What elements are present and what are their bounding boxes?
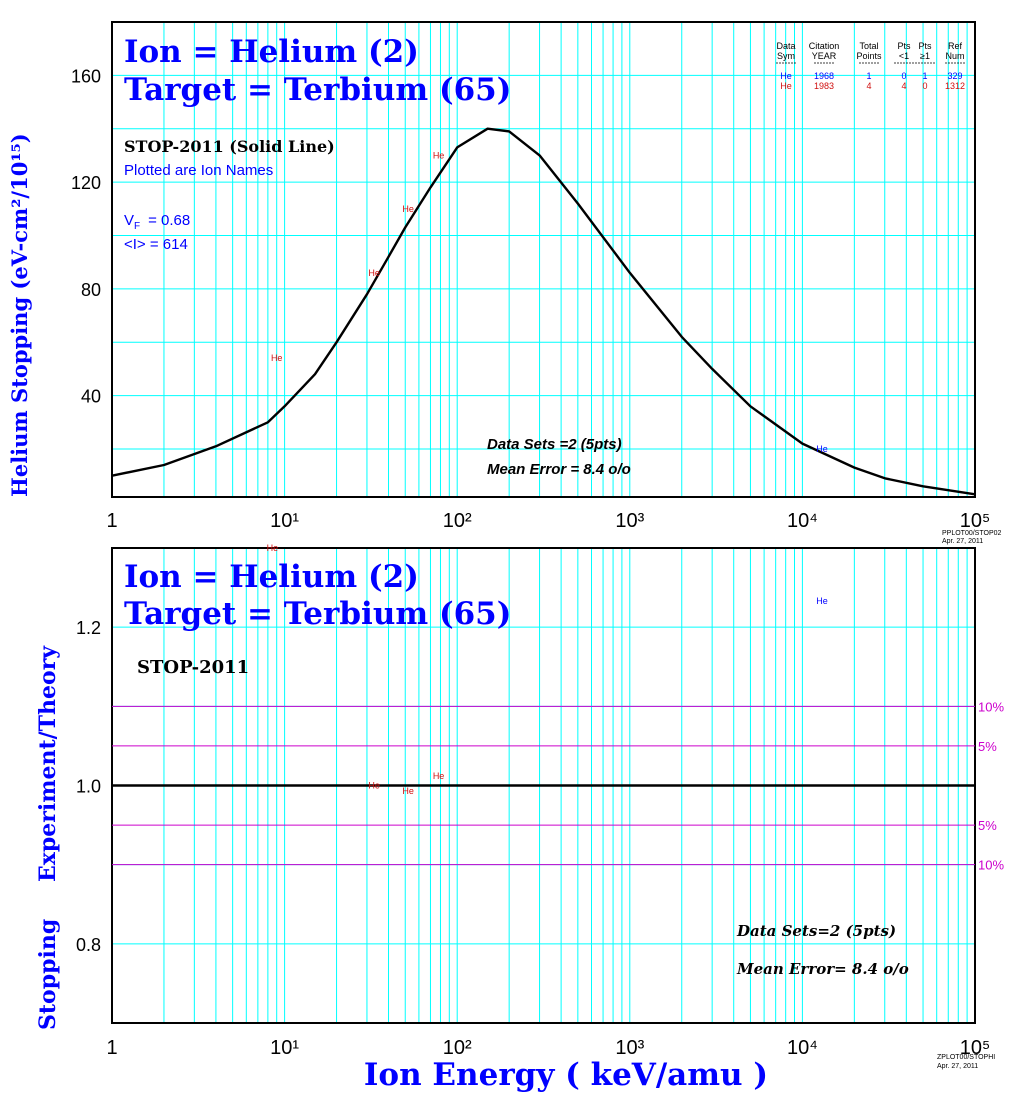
x-tick-label: 10³ [615, 1037, 644, 1059]
legend-cell: 1 [922, 71, 927, 81]
x-tick-label: 1 [106, 1037, 117, 1059]
bottom-reference-lines: 10% 5% 5% 10% [112, 699, 1004, 873]
bottom-model-label: STOP-2011 [137, 657, 249, 678]
legend-header: Sym [777, 51, 795, 61]
x-tick-label: 10² [443, 1037, 472, 1059]
legend-header: Points [856, 51, 882, 61]
legend-header: Total [859, 41, 878, 51]
legend-cell: He [780, 71, 792, 81]
data-point: He [816, 596, 828, 606]
legend-header: Num [945, 51, 964, 61]
reference-line-label: 5% [978, 818, 997, 833]
top-mean-error-label: Mean Error = 8.4 o/o [487, 461, 631, 478]
legend-header: Citation [809, 41, 840, 51]
top-legend-table: DataSymCitationYEARTotalPointsPts<1Pts≥1… [776, 41, 965, 91]
x-tick-label: 10³ [615, 510, 644, 532]
bottom-tick-labels: 1 10¹ 10² 10³ 10⁴ 10⁵ 0.8 1.0 1.2 [76, 618, 990, 1059]
bottom-x-axis-label: Ion Energy ( keV/amu ) [364, 1057, 768, 1093]
legend-header: Ref [948, 41, 963, 51]
x-tick-label: 10⁴ [787, 1037, 818, 1059]
bottom-chart-title: Ion = Helium (2) [124, 559, 419, 595]
top-chart-subtitle: Target = Terbium (65) [124, 72, 511, 108]
legend-header: Pts [918, 41, 932, 51]
y-tick-label: 120 [71, 173, 101, 193]
top-data-points: He He He He He [271, 150, 828, 454]
data-point: He [402, 204, 414, 214]
reference-line-label: 10% [978, 858, 1004, 873]
x-tick-label: 1 [106, 510, 117, 532]
data-point: He [368, 268, 380, 278]
top-model-label: STOP-2011 (Solid Line) [124, 137, 335, 156]
top-chart-title: Ion = Helium (2) [124, 34, 419, 70]
x-tick-label: 10¹ [270, 1037, 299, 1059]
legend-cell: 1983 [814, 81, 834, 91]
bottom-chart-subtitle: Target = Terbium (65) [124, 596, 511, 632]
legend-cell: 4 [901, 81, 906, 91]
bottom-datasets-label: Data Sets=2 (5pts) [736, 922, 896, 940]
top-plot-frame [111, 21, 976, 498]
x-tick-label: 10⁵ [960, 510, 991, 532]
legend-cell: 4 [866, 81, 871, 91]
legend-cell: 329 [947, 71, 962, 81]
legend-header: <1 [899, 51, 909, 61]
legend-header: Pts [897, 41, 911, 51]
top-ival-label: <I> = 614 [124, 236, 188, 253]
top-y-axis-label: Helium Stopping (eV-cm²/10¹⁵) [7, 133, 32, 497]
x-tick-label: 10¹ [270, 510, 299, 532]
top-vf-label: VF = 0.68 [124, 212, 190, 232]
reference-line-label: 5% [978, 739, 997, 754]
top-footer-date: Apr. 27, 2011 [942, 538, 983, 545]
legend-header: Data [776, 41, 795, 51]
bottom-footer-id: ZPLOT00/STOPHI [937, 1054, 995, 1061]
legend-cell: 1968 [814, 71, 834, 81]
top-plotted-note: Plotted are Ion Names [124, 162, 273, 179]
top-datasets-label: Data Sets =2 (5pts) [487, 436, 622, 453]
y-tick-label: 160 [71, 66, 101, 86]
legend-header: YEAR [812, 51, 837, 61]
stopping-curve-line [111, 127, 976, 496]
data-point: He [816, 444, 828, 454]
legend-cell: 1312 [945, 81, 965, 91]
legend-cell: 0 [922, 81, 927, 91]
data-point: He [368, 781, 380, 791]
data-point: He [271, 353, 283, 363]
y-tick-label: 1.0 [76, 777, 101, 797]
bottom-data-points: He He He He He [267, 543, 828, 796]
data-point: He [433, 771, 445, 781]
legend-header: ≥1 [920, 51, 930, 61]
y-tick-label: 80 [81, 280, 101, 300]
x-tick-label: 10² [443, 510, 472, 532]
x-tick-label: 10⁵ [960, 1037, 991, 1059]
top-footer-id: PPLOT00/STOP02 [942, 530, 1002, 537]
bottom-y-axis-label-1: Stopping [35, 919, 61, 1030]
x-tick-label: 10⁴ [787, 510, 818, 532]
legend-cell: 1 [866, 71, 871, 81]
bottom-y-axis-label-2: Experiment/Theory [35, 645, 61, 882]
data-point: He [402, 786, 414, 796]
legend-cell: 0 [901, 71, 906, 81]
bottom-mean-error-label: Mean Error= 8.4 o/o [736, 960, 909, 978]
bottom-footer-date: Apr. 27, 2011 [937, 1063, 978, 1070]
reference-line-label: 10% [978, 699, 1004, 714]
data-point: He [267, 543, 279, 553]
legend-cell: He [780, 81, 792, 91]
top-chart-grid [112, 22, 975, 497]
y-tick-label: 40 [81, 387, 101, 407]
y-tick-label: 1.2 [76, 618, 101, 638]
y-tick-label: 0.8 [76, 935, 101, 955]
top-series-layer [111, 127, 976, 496]
data-point: He [433, 150, 445, 160]
